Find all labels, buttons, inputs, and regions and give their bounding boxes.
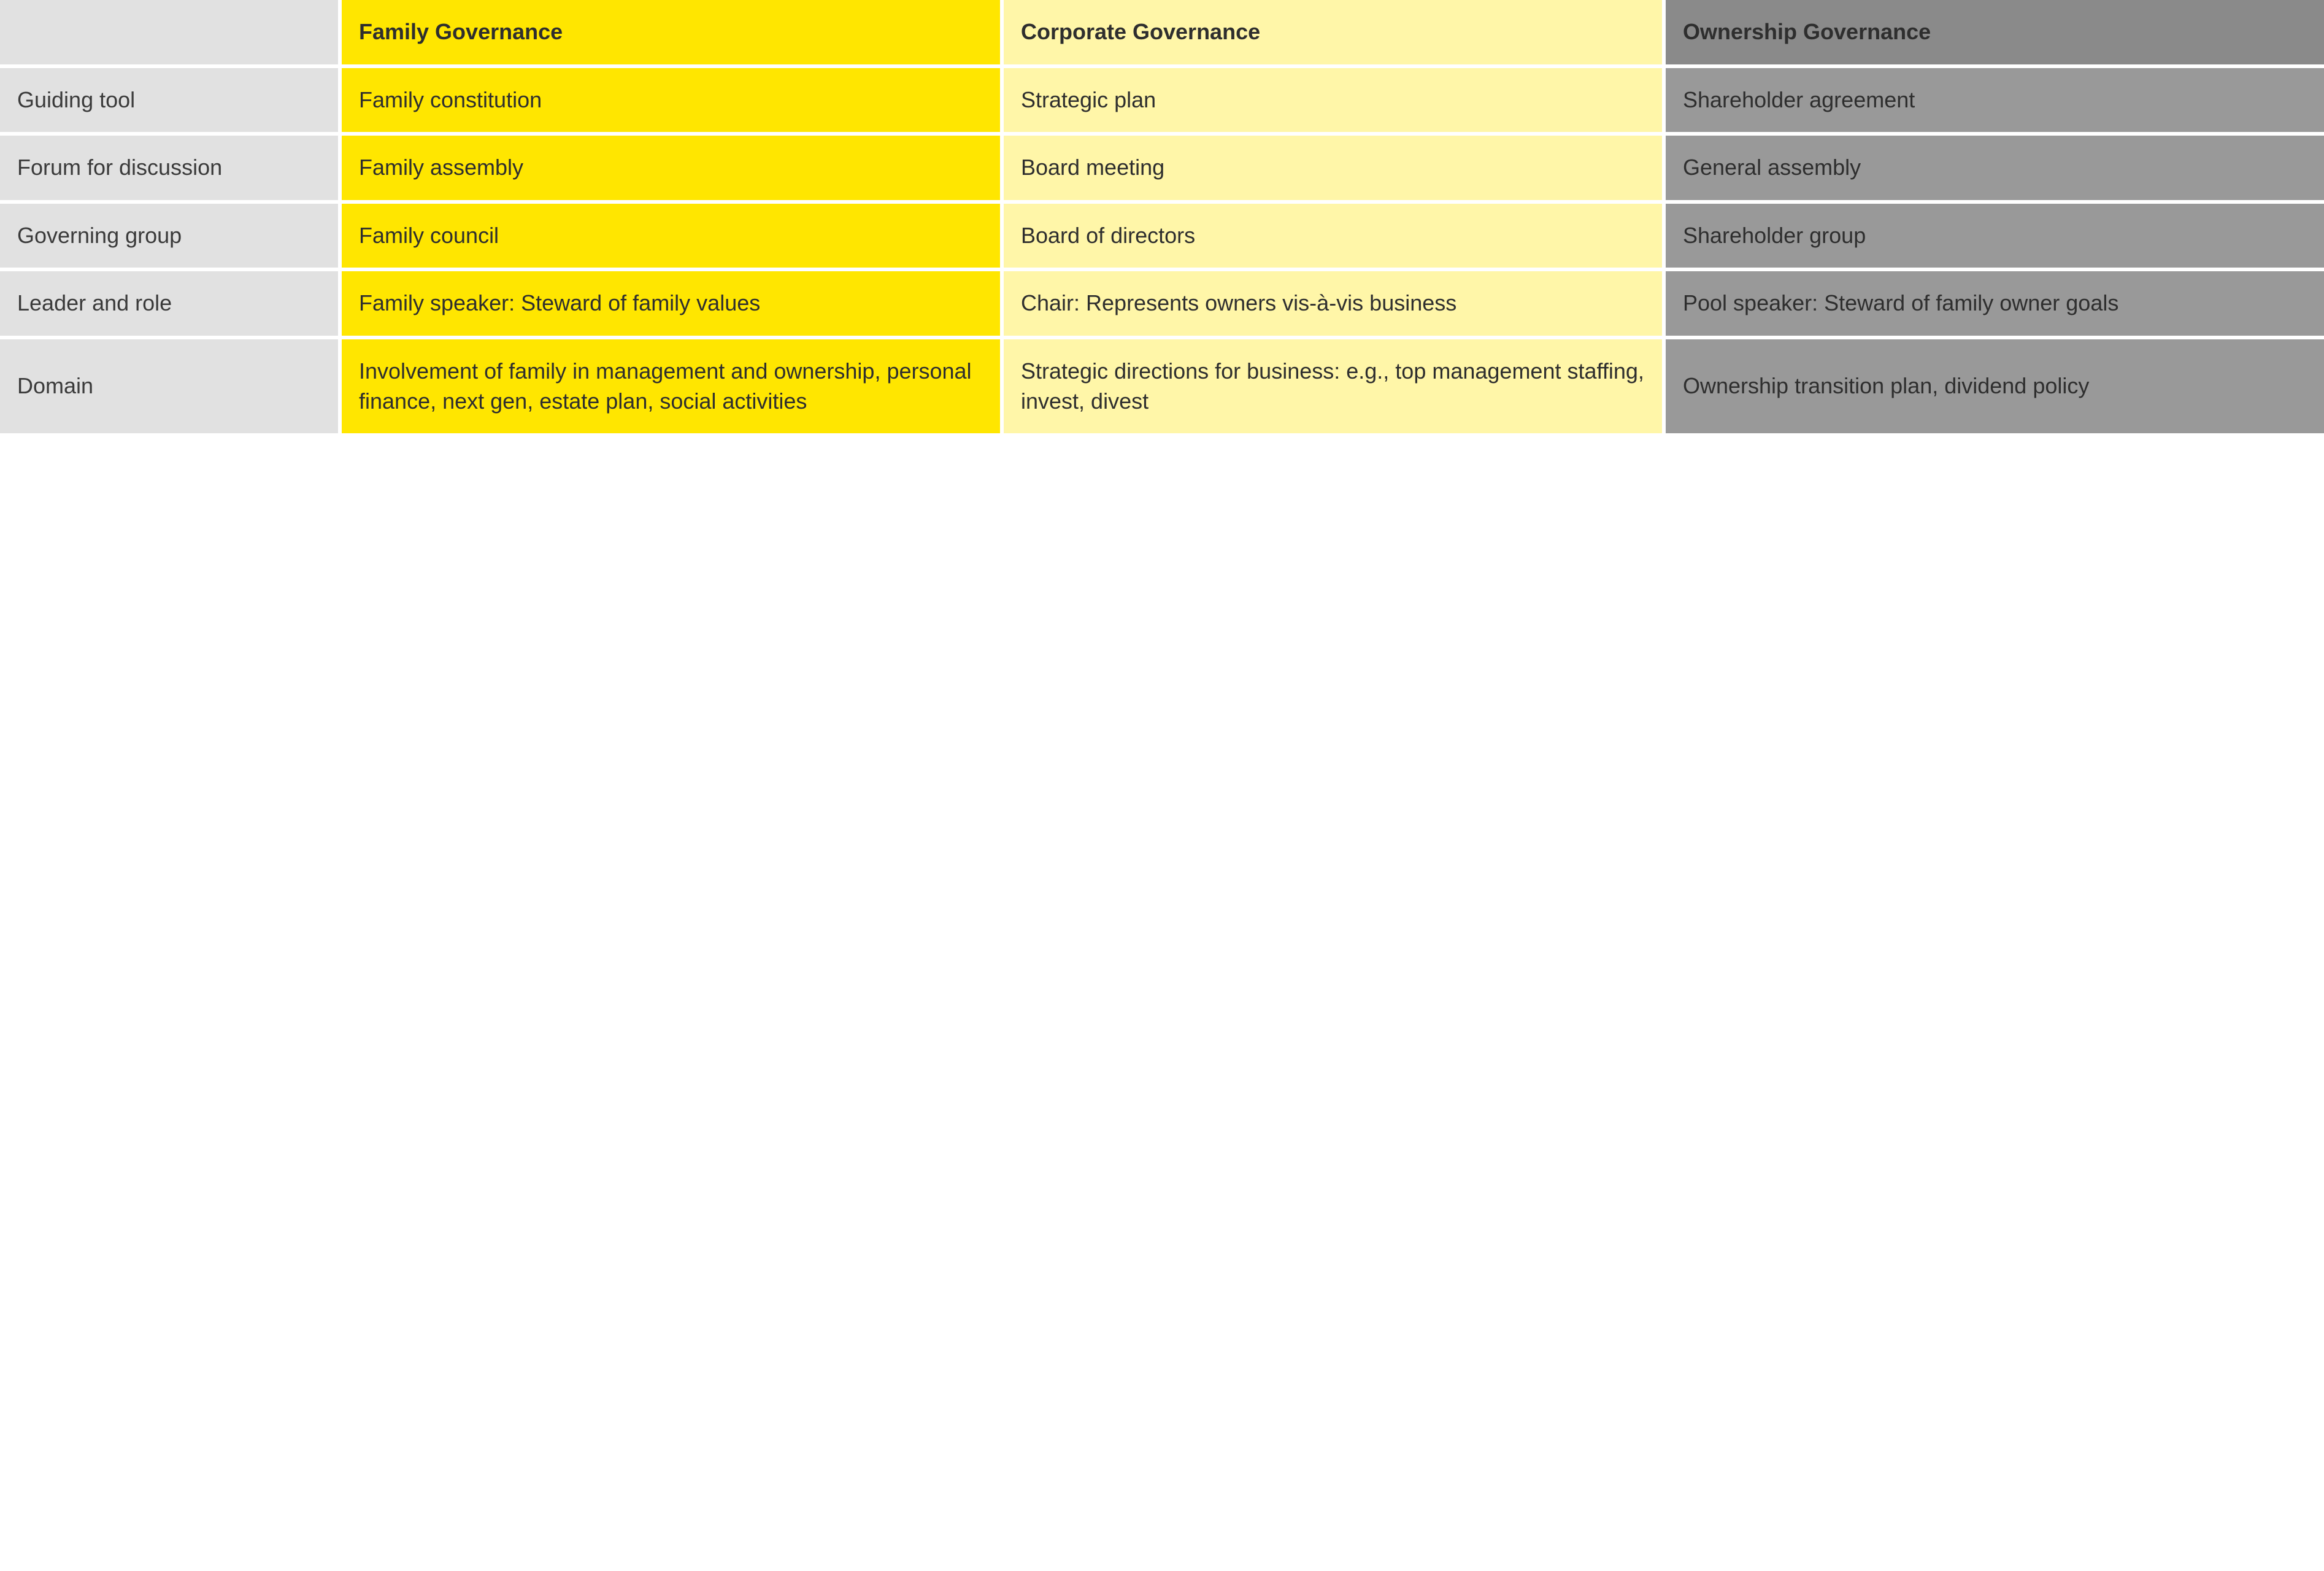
- cell-text: Strategic directions for business: e.g.,…: [1021, 357, 1645, 416]
- cell-text: Involvement of family in management and …: [359, 357, 983, 416]
- cell-text: Ownership transition plan, dividend poli…: [1683, 371, 2089, 401]
- cell-text: Shareholder group: [1683, 221, 1866, 251]
- cell-text: Family assembly: [359, 153, 523, 183]
- column-header-ownership-label: Ownership Governance: [1683, 17, 1931, 47]
- cell-text: Board meeting: [1021, 153, 1164, 183]
- cell-guiding-tool-family: Family constitution: [342, 68, 1000, 133]
- cell-domain-corporate: Strategic directions for business: e.g.,…: [1004, 339, 1662, 433]
- cell-guiding-tool-ownership: Shareholder agreement: [1666, 68, 2324, 133]
- cell-text: Board of directors: [1021, 221, 1195, 251]
- cell-domain-family: Involvement of family in management and …: [342, 339, 1000, 433]
- row-label-leader-and-role: Leader and role: [0, 271, 338, 336]
- column-header-corporate: Corporate Governance: [1004, 0, 1662, 64]
- cell-leader-and-role-family: Family speaker: Steward of family values: [342, 271, 1000, 336]
- column-header-corporate-label: Corporate Governance: [1021, 17, 1260, 47]
- cell-text: Pool speaker: Steward of family owner go…: [1683, 288, 2118, 318]
- row-label-forum-for-discussion: Forum for discussion: [0, 136, 338, 200]
- cell-text: Family speaker: Steward of family values: [359, 288, 760, 318]
- cell-leader-and-role-ownership: Pool speaker: Steward of family owner go…: [1666, 271, 2324, 336]
- cell-text: Shareholder agreement: [1683, 85, 1915, 115]
- cell-governing-group-ownership: Shareholder group: [1666, 204, 2324, 268]
- row-label-text: Governing group: [17, 221, 182, 251]
- cell-text: Strategic plan: [1021, 85, 1156, 115]
- row-label-domain: Domain: [0, 339, 338, 433]
- cell-text: Family constitution: [359, 85, 542, 115]
- corner-cell: [0, 0, 338, 64]
- row-label-text: Forum for discussion: [17, 153, 222, 183]
- cell-text: Family council: [359, 221, 499, 251]
- cell-forum-for-discussion-ownership: General assembly: [1666, 136, 2324, 200]
- cell-domain-ownership: Ownership transition plan, dividend poli…: [1666, 339, 2324, 433]
- row-label-text: Leader and role: [17, 288, 172, 318]
- row-label-governing-group: Governing group: [0, 204, 338, 268]
- row-label-text: Guiding tool: [17, 85, 135, 115]
- column-header-family-label: Family Governance: [359, 17, 563, 47]
- cell-forum-for-discussion-corporate: Board meeting: [1004, 136, 1662, 200]
- governance-comparison-table: Family Governance Corporate Governance O…: [0, 0, 2324, 433]
- row-label-text: Domain: [17, 371, 93, 401]
- row-label-guiding-tool: Guiding tool: [0, 68, 338, 133]
- cell-text: Chair: Represents owners vis-à-vis busin…: [1021, 288, 1456, 318]
- cell-forum-for-discussion-family: Family assembly: [342, 136, 1000, 200]
- cell-governing-group-family: Family council: [342, 204, 1000, 268]
- cell-text: General assembly: [1683, 153, 1861, 183]
- cell-leader-and-role-corporate: Chair: Represents owners vis-à-vis busin…: [1004, 271, 1662, 336]
- cell-governing-group-corporate: Board of directors: [1004, 204, 1662, 268]
- column-header-ownership: Ownership Governance: [1666, 0, 2324, 64]
- column-header-family: Family Governance: [342, 0, 1000, 64]
- cell-guiding-tool-corporate: Strategic plan: [1004, 68, 1662, 133]
